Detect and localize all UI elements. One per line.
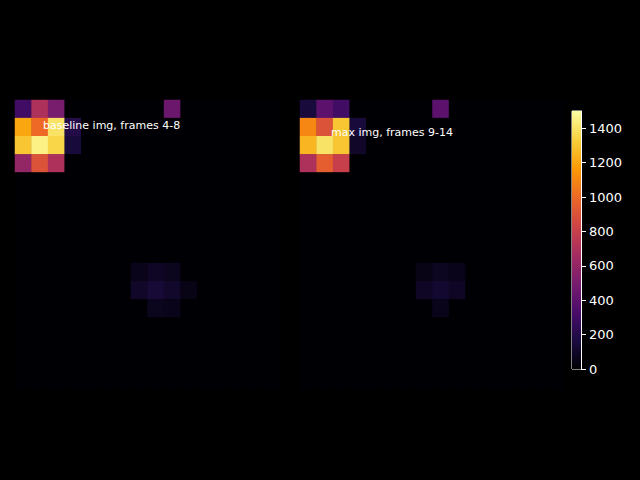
svg-text:600: 600 [589,258,614,273]
svg-text:baseline img, frames 4-8: baseline img, frames 4-8 [43,119,180,132]
svg-text:400: 400 [589,293,614,308]
svg-text:1200: 1200 [589,155,622,170]
svg-text:1400: 1400 [589,121,622,136]
svg-text:200: 200 [589,327,614,342]
svg-text:1000: 1000 [589,190,622,205]
svg-text:max img, frames 9-14: max img, frames 9-14 [331,126,453,139]
svg-text:800: 800 [589,224,614,239]
svg-text:0: 0 [589,362,597,377]
